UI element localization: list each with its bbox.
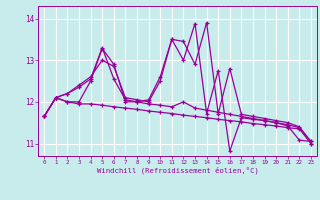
X-axis label: Windchill (Refroidissement éolien,°C): Windchill (Refroidissement éolien,°C) xyxy=(97,167,259,174)
